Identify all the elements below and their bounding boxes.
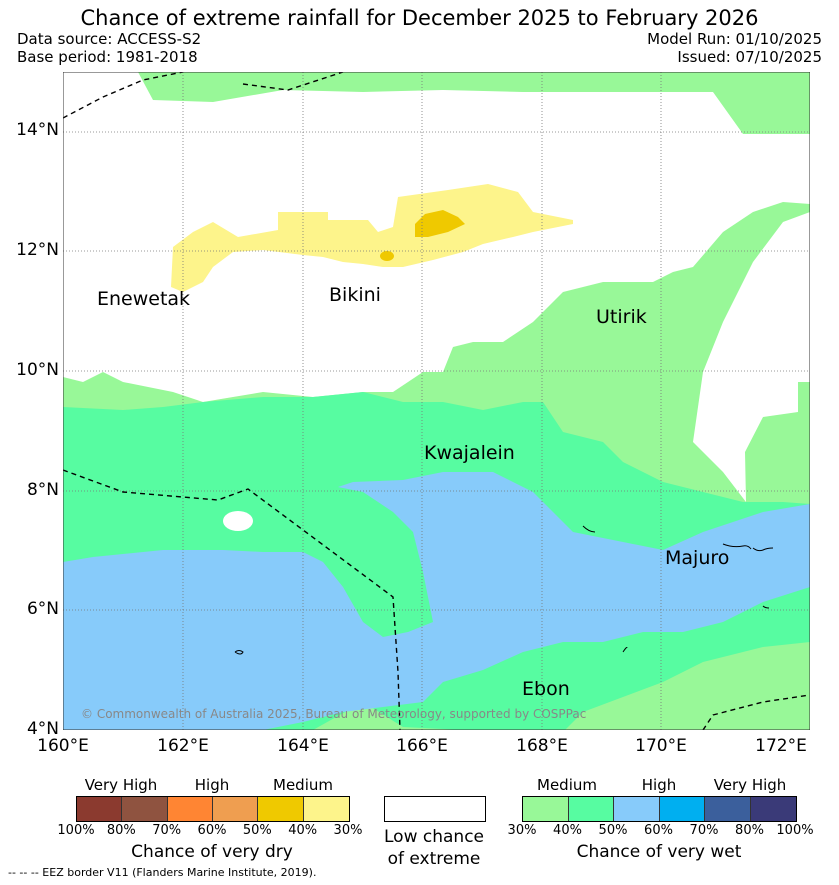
wet-tick-label: 70% xyxy=(689,823,719,838)
wet-category-very-high: Very High xyxy=(713,776,787,794)
dry-swatch xyxy=(77,797,123,821)
place-label-majuro: Majuro xyxy=(665,547,729,569)
lat-label: 14°N xyxy=(16,120,59,140)
low-chance-swatch xyxy=(384,796,486,822)
dry-tick-label: 40% xyxy=(288,823,318,838)
eez-border xyxy=(63,72,344,119)
lon-label: 164°E xyxy=(277,736,329,756)
low-chance-label-line1: Low chance xyxy=(384,827,484,847)
dry-medium-light-region xyxy=(171,184,573,292)
low-chance-label-line2: of extreme xyxy=(387,849,481,869)
dry-swatch xyxy=(167,797,213,821)
wet-category-high: High xyxy=(641,776,677,794)
dry-category-medium: Medium xyxy=(273,776,333,794)
place-label-bikini: Bikini xyxy=(329,284,381,306)
issued-date: Issued: 07/10/2025 xyxy=(677,48,822,66)
wet-swatch xyxy=(705,797,751,821)
dry-category-high: High xyxy=(194,776,230,794)
copyright-notice: © Commonwealth of Australia 2025, Bureau… xyxy=(81,707,586,721)
lat-label: 6°N xyxy=(26,599,59,619)
lon-label: 160°E xyxy=(37,736,89,756)
dry-tick-label: 30% xyxy=(333,823,363,838)
meta-right: Model Run: 01/10/2025 Issued: 07/10/2025 xyxy=(647,30,822,66)
wet-medium-north-band xyxy=(138,72,810,134)
wet-tick-label: 50% xyxy=(598,823,628,838)
dry-tick-label: 80% xyxy=(106,823,136,838)
wet-swatch xyxy=(523,797,569,821)
wet-colorbar xyxy=(522,796,797,822)
eez-border xyxy=(63,469,401,730)
eez-border xyxy=(702,694,810,730)
data-source: Data source: ACCESS-S2 xyxy=(17,30,202,48)
place-label-utirik: Utirik xyxy=(596,306,647,328)
model-run: Model Run: 01/10/2025 xyxy=(647,30,822,48)
wet-tick-label: 60% xyxy=(644,823,673,838)
wet-tick-label: 80% xyxy=(735,823,764,838)
dry-tick-label: 70% xyxy=(152,823,182,838)
dry-swatch xyxy=(212,797,259,821)
wet-swatch xyxy=(659,797,705,821)
meta-left: Data source: ACCESS-S2 Base period: 1981… xyxy=(17,30,201,66)
rainfall-map: Enewetak Bikini Utirik Kwajalein Majuro … xyxy=(63,72,810,730)
wet-tick-label: 100% xyxy=(776,823,814,838)
lat-label: 4°N xyxy=(26,719,59,739)
dry-tick-label: 100% xyxy=(57,823,95,838)
lat-label: 8°N xyxy=(26,480,59,500)
lon-label: 172°E xyxy=(755,736,807,756)
lat-label: 10°N xyxy=(16,360,59,380)
dry-tick-label: 60% xyxy=(197,823,227,838)
place-label-kwajalein: Kwajalein xyxy=(424,442,515,464)
dry-tick-label: 50% xyxy=(242,823,272,838)
wet-high-region xyxy=(63,472,810,730)
lon-label: 170°E xyxy=(635,736,687,756)
dry-swatch xyxy=(258,797,304,821)
wet-tick-label: 40% xyxy=(553,823,582,838)
lon-label: 168°E xyxy=(516,736,568,756)
dry-medium-region xyxy=(415,210,465,237)
wet-category-medium: Medium xyxy=(537,776,597,794)
dry-swatch xyxy=(122,797,168,821)
wet-swatch xyxy=(568,797,614,821)
dry-colorbar xyxy=(76,796,350,822)
base-period: Base period: 1981-2018 xyxy=(17,48,198,66)
dry-medium-patch xyxy=(380,251,394,261)
wet-legend-title: Chance of very wet xyxy=(576,842,742,862)
dry-legend-title: Chance of very dry xyxy=(131,842,293,862)
dry-category-very-high: Very High xyxy=(84,776,158,794)
low-chance-patch xyxy=(223,511,253,531)
lat-label: 12°N xyxy=(16,240,59,260)
lon-label: 162°E xyxy=(157,736,209,756)
wet-swatch xyxy=(750,797,796,821)
wet-swatch xyxy=(614,797,660,821)
dry-swatch xyxy=(303,797,349,821)
island-outlines xyxy=(234,525,774,655)
place-label-enewetak: Enewetak xyxy=(97,288,190,310)
eez-footnote: -- -- -- EEZ border V11 (Flanders Marine… xyxy=(8,866,317,879)
lon-label: 166°E xyxy=(396,736,448,756)
place-label-ebon: Ebon xyxy=(522,678,570,700)
wet-tick-label: 30% xyxy=(507,823,537,838)
map-title: Chance of extreme rainfall for December … xyxy=(80,6,759,30)
